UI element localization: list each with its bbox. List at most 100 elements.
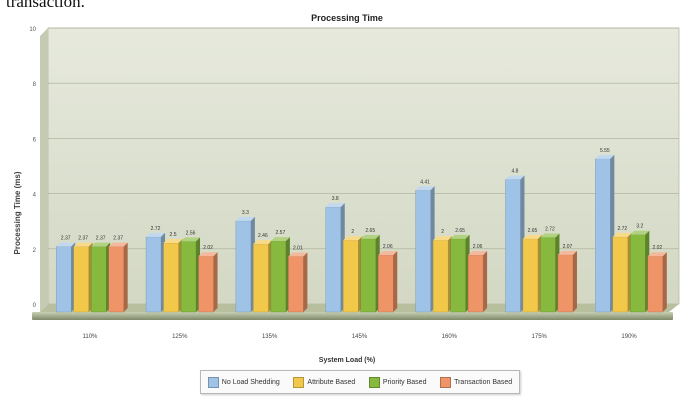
bar-top-face xyxy=(253,240,273,245)
bar-value-label: 2.06 xyxy=(383,244,393,250)
bar-top-face xyxy=(450,234,470,239)
bar-top-face xyxy=(415,186,435,191)
bar-value-label: 2.37 xyxy=(78,236,88,242)
x-tick-label: 160% xyxy=(442,334,458,340)
bar xyxy=(163,242,179,313)
bar-top-face xyxy=(630,230,650,235)
bar-value-label: 4.41 xyxy=(420,179,430,185)
bar xyxy=(647,256,664,313)
bar-side-face xyxy=(123,242,128,312)
legend-item: No Load Shedding xyxy=(207,376,280,388)
bar-value-label: 2.02 xyxy=(652,245,662,251)
bar-top-face xyxy=(378,251,398,256)
legend-swatch xyxy=(293,376,305,388)
bar-side-face xyxy=(662,252,667,312)
bar-top-face xyxy=(270,237,290,242)
bar xyxy=(522,238,539,313)
bar-value-label: 2.57 xyxy=(276,230,286,236)
legend-item: Priority Based xyxy=(368,376,426,388)
bar-value-label: 2.72 xyxy=(545,226,555,232)
bar-value-label: 3.2 xyxy=(636,224,643,230)
bar-value-label: 2 xyxy=(441,229,444,235)
x-tick-label: 125% xyxy=(172,334,188,340)
bar-value-label: 2.65 xyxy=(365,228,375,234)
bar xyxy=(378,254,394,313)
bar-top-face xyxy=(325,203,345,208)
bar-side-face xyxy=(213,252,218,312)
bar-side-face xyxy=(572,250,577,312)
bar-value-label: 2.56 xyxy=(186,230,196,236)
bar xyxy=(432,240,449,313)
bar xyxy=(55,246,72,313)
bar-top-face xyxy=(198,252,218,257)
bar-top-face xyxy=(540,233,560,238)
bar-value-label: 2.06 xyxy=(473,244,483,250)
chart-title: Processing Time xyxy=(311,13,383,23)
bar xyxy=(467,254,484,313)
bar-value-label: 2.01 xyxy=(293,246,303,252)
bar xyxy=(612,236,629,313)
bar-top-face xyxy=(91,242,111,247)
bar-top-face xyxy=(468,251,488,256)
bar-value-label: 2.72 xyxy=(151,226,161,232)
bar-value-label: 2.65 xyxy=(528,228,538,234)
bar-value-label: 5.55 xyxy=(600,148,610,154)
legend-label: Transaction Based xyxy=(454,378,513,386)
y-axis-label: Processing Time (ms) xyxy=(13,171,22,254)
bar xyxy=(325,206,341,313)
bar-side-face xyxy=(393,251,398,312)
bar xyxy=(360,238,376,313)
bar xyxy=(145,236,162,313)
y-tick-label: 8 xyxy=(33,82,37,88)
x-tick-label: 175% xyxy=(532,334,548,340)
bar-top-face xyxy=(146,232,166,237)
bar-value-label: 2.07 xyxy=(563,244,573,250)
bar-top-face xyxy=(557,250,577,255)
bar-top-face xyxy=(647,252,667,257)
legend-swatch xyxy=(440,376,452,388)
plot-side-wall xyxy=(40,28,48,312)
bar-top-face xyxy=(595,154,615,159)
bar-value-label: 2.37 xyxy=(96,236,106,242)
x-tick-label: 190% xyxy=(621,334,637,340)
bar xyxy=(198,256,214,313)
bar xyxy=(540,237,556,313)
bar-top-face xyxy=(73,242,93,247)
bar xyxy=(253,243,269,313)
bar xyxy=(73,246,89,313)
bar xyxy=(595,158,611,313)
bar xyxy=(557,254,574,313)
x-tick-label: 135% xyxy=(262,334,278,340)
bar xyxy=(108,246,124,313)
legend-swatch xyxy=(368,376,380,388)
bar-value-label: 3.8 xyxy=(332,196,339,202)
x-axis-label: System Load (%) xyxy=(319,357,375,364)
bar-top-face xyxy=(56,242,76,247)
y-tick-label: 6 xyxy=(33,137,37,143)
bar xyxy=(180,241,197,313)
bar-top-face xyxy=(522,234,542,239)
bar xyxy=(505,179,521,313)
y-tick-label: 0 xyxy=(33,303,37,309)
legend-item: Transaction Based xyxy=(440,376,513,388)
bar xyxy=(270,240,287,313)
bar-top-face xyxy=(433,236,453,241)
bar-value-label: 2.37 xyxy=(61,236,71,242)
legend-item: Attribute Based xyxy=(293,376,356,388)
bar-top-face xyxy=(163,239,183,243)
bar-top-face xyxy=(288,252,308,257)
chart-legend: No Load Shedding Attribute Based Priority … xyxy=(200,370,520,394)
y-tick-label: 4 xyxy=(33,193,37,199)
bar-value-label: 2.65 xyxy=(455,228,465,234)
bar xyxy=(415,190,431,313)
bar-top-face xyxy=(360,234,380,239)
bar-top-face xyxy=(235,216,255,221)
y-tick-label: 10 xyxy=(29,27,36,33)
partial-caption-text: transaction. xyxy=(6,0,85,11)
legend-label: Attribute Based xyxy=(307,378,356,386)
bar-value-label: 2.46 xyxy=(258,233,268,239)
bar-top-face xyxy=(343,236,363,241)
legend-label: No Load Shedding xyxy=(221,378,280,386)
bar-side-face xyxy=(303,252,308,312)
